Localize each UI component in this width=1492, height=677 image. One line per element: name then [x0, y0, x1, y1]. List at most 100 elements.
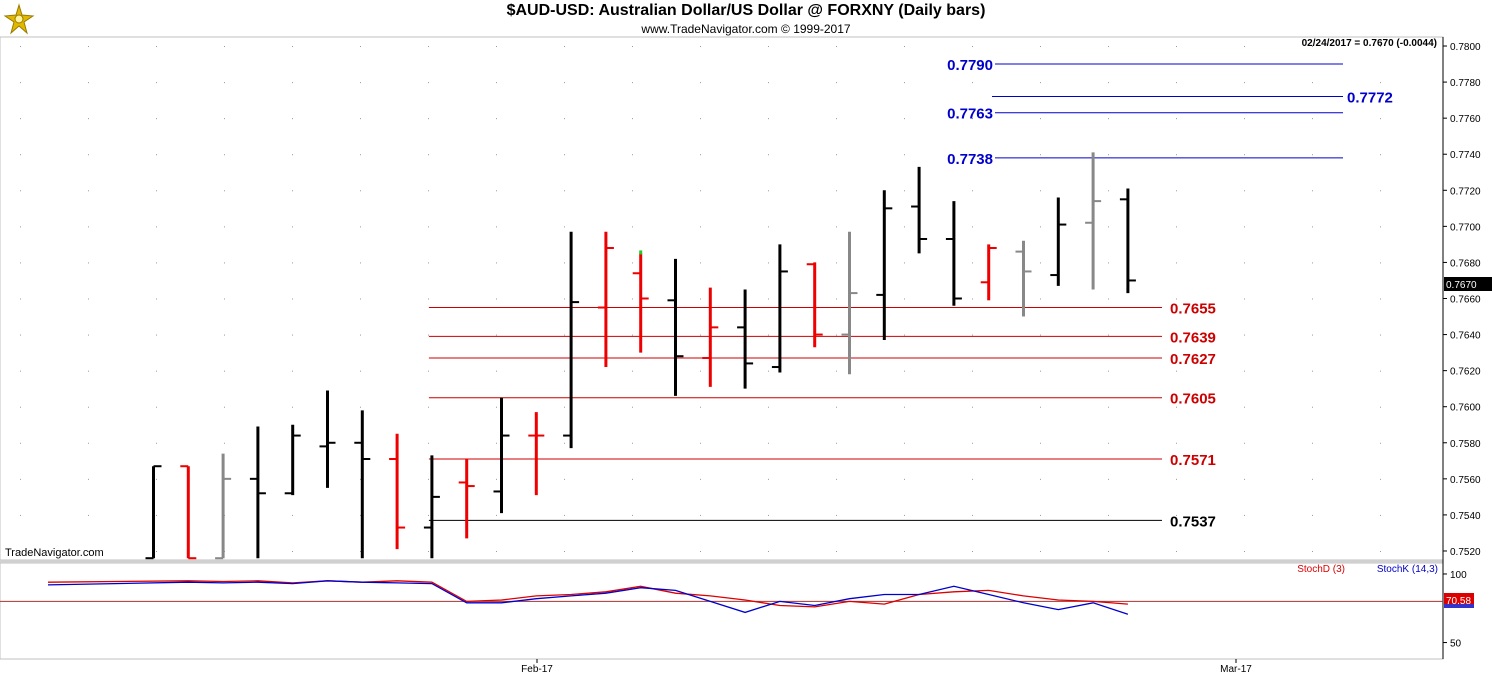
level-label: 0.7537 [1170, 513, 1216, 530]
grid-dot [1312, 262, 1313, 264]
y-tick-label: 0.7600 [1450, 403, 1481, 414]
grid-dot [972, 370, 973, 372]
grid-dot [768, 190, 769, 192]
grid-dot [1244, 442, 1245, 444]
grid-dot [904, 154, 905, 156]
grid-dot [496, 514, 497, 516]
grid-dot [428, 298, 429, 300]
grid-dot [836, 82, 837, 84]
grid-dot [1380, 298, 1381, 300]
grid-dot [1040, 370, 1041, 372]
grid-dot [1040, 334, 1041, 336]
grid-dot [360, 82, 361, 84]
grid-dot [1244, 118, 1245, 120]
grid-dot [1108, 154, 1109, 156]
grid-dot [88, 154, 89, 156]
grid-dot [1040, 442, 1041, 444]
grid-dot [428, 118, 429, 120]
grid-dot [1040, 154, 1041, 156]
grid-dot [768, 298, 769, 300]
grid-dot [1108, 298, 1109, 300]
grid-dot [20, 190, 21, 192]
grid-dot [496, 478, 497, 480]
grid-dot [360, 298, 361, 300]
grid-dot [1108, 262, 1109, 264]
ohlc-bar [389, 433, 406, 550]
grid-dot [632, 82, 633, 84]
grid-dot [1040, 82, 1041, 84]
grid-dot [700, 550, 701, 552]
grid-dot [292, 262, 293, 264]
grid-dot [1040, 226, 1041, 228]
grid-dot [1244, 550, 1245, 552]
grid-dot [836, 262, 837, 264]
grid-dot [700, 226, 701, 228]
grid-dot [1380, 154, 1381, 156]
grid-dot [1108, 442, 1109, 444]
grid-dot [768, 46, 769, 48]
grid-dot [1312, 46, 1313, 48]
y-tick-label: 0.7720 [1450, 186, 1481, 197]
grid-dot [1244, 82, 1245, 84]
grid-dot [1312, 226, 1313, 228]
grid-dot [904, 262, 905, 264]
grid-dot [1380, 406, 1381, 408]
grid-dot [224, 406, 225, 408]
grid-dot [972, 262, 973, 264]
grid-dot [1108, 46, 1109, 48]
grid-dot [1176, 478, 1177, 480]
grid-dot [496, 550, 497, 552]
last-price-badge [1444, 277, 1492, 291]
level-label: 0.7627 [1170, 351, 1216, 368]
grid-dot [20, 334, 21, 336]
grid-dot [904, 298, 905, 300]
ohlc-bar [737, 289, 754, 389]
grid-dot [496, 190, 497, 192]
grid-dot [156, 190, 157, 192]
grid-dot [292, 370, 293, 372]
grid-dot [700, 154, 701, 156]
ohlc-bar [563, 231, 580, 449]
grid-dot [564, 118, 565, 120]
ohlc-bar [980, 244, 997, 301]
grid-dot [1380, 334, 1381, 336]
grid-dot [360, 334, 361, 336]
grid-dot [496, 154, 497, 156]
grid-dot [156, 154, 157, 156]
grid-dot [1040, 262, 1041, 264]
grid-dot [88, 118, 89, 120]
grid-dot [972, 442, 973, 444]
ohlc-bar [354, 410, 371, 559]
grid-dot [1176, 514, 1177, 516]
grid-dot [1176, 82, 1177, 84]
ohlc-bar [632, 253, 649, 353]
grid-dot [768, 550, 769, 552]
grid-dot [224, 118, 225, 120]
level-label: 0.7763 [947, 106, 993, 123]
grid-dot [904, 514, 905, 516]
grid-dot [156, 46, 157, 48]
grid-dot [836, 406, 837, 408]
grid-dot [20, 478, 21, 480]
grid-dot [156, 118, 157, 120]
grid-dot [428, 550, 429, 552]
grid-dot [156, 226, 157, 228]
grid-dot [292, 154, 293, 156]
grid-dot [360, 190, 361, 192]
ohlc-bar [876, 190, 893, 340]
grid-dot [156, 478, 157, 480]
grid-dot [496, 118, 497, 120]
y-tick-label: 0.7580 [1450, 439, 1481, 450]
grid-dot [1380, 478, 1381, 480]
grid-dot [1176, 334, 1177, 336]
stochastic-panel [0, 562, 1444, 660]
grid-dot [360, 478, 361, 480]
grid-dot [632, 226, 633, 228]
grid-dot [224, 190, 225, 192]
grid-dot [224, 298, 225, 300]
grid-dot [1176, 118, 1177, 120]
grid-dot [564, 406, 565, 408]
grid-dot [700, 190, 701, 192]
grid-dot [88, 82, 89, 84]
grid-dot [20, 46, 21, 48]
